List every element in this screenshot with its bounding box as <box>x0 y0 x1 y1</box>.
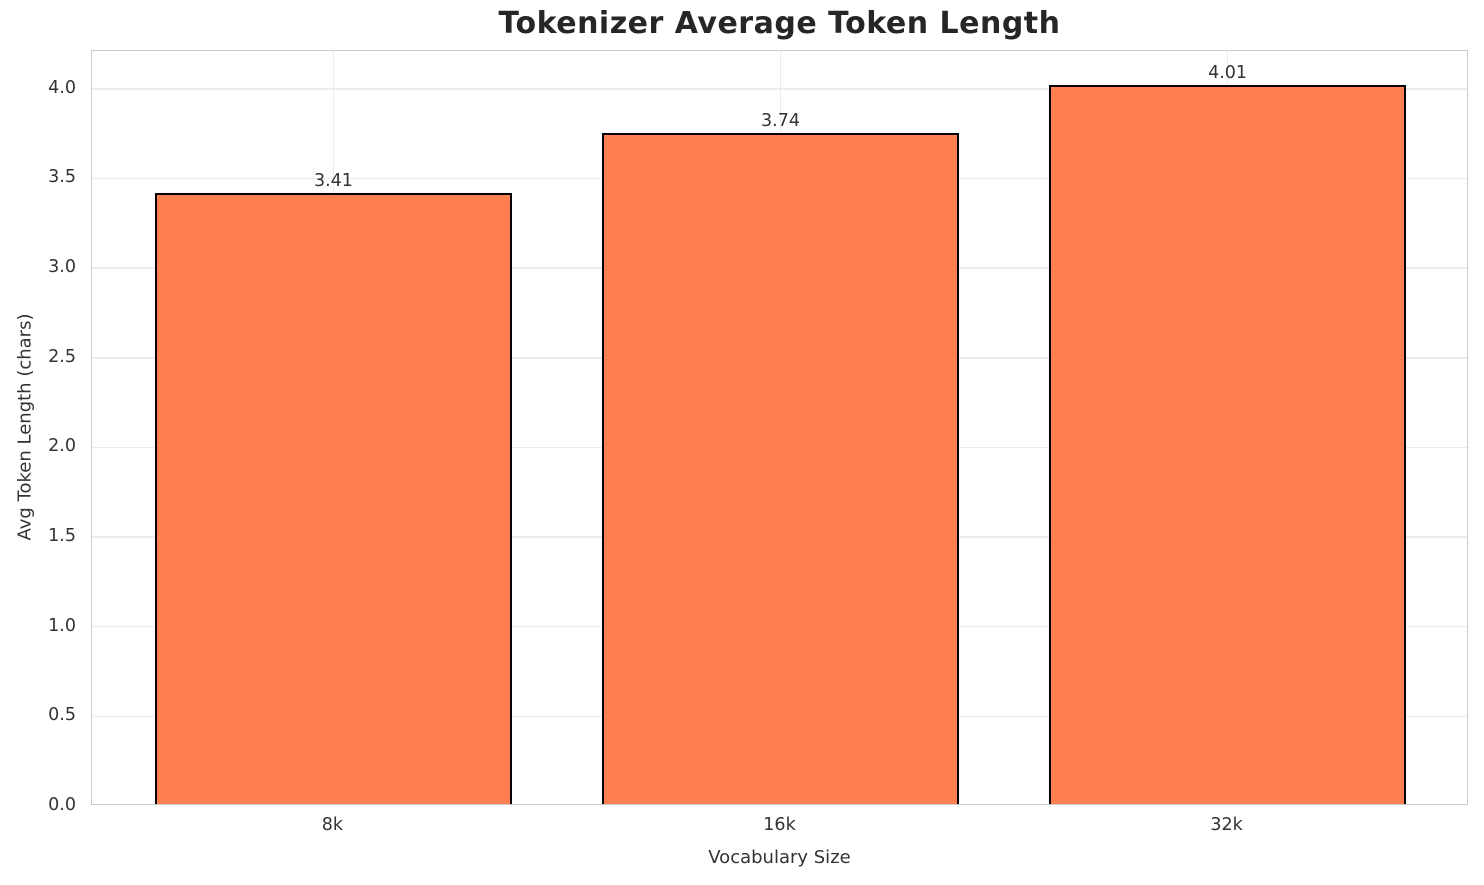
x-tick-label: 8k <box>321 815 344 835</box>
h-gridline <box>92 87 1467 90</box>
y-tick-label: 3.5 <box>48 167 76 188</box>
bar-16k <box>601 133 960 804</box>
chart-title: Tokenizer Average Token Length <box>498 6 1061 41</box>
y-tick-label: 0.5 <box>48 705 76 726</box>
bar-value-label: 4.01 <box>1208 62 1248 83</box>
bar-value-label: 3.41 <box>313 170 353 191</box>
bar-value-label: 3.74 <box>761 111 800 132</box>
y-tick-label: 0.0 <box>48 795 76 815</box>
y-tick-label: 2.5 <box>48 346 76 367</box>
bar-8k <box>154 192 513 804</box>
y-tick-label: 4.0 <box>48 77 76 98</box>
x-tick-label: 16k <box>763 815 796 835</box>
bar-32k <box>1048 84 1407 804</box>
y-tick-label: 1.0 <box>48 615 76 636</box>
x-tick-label: 32k <box>1210 815 1243 835</box>
y-tick-label: 3.0 <box>48 257 76 278</box>
plot-area: 3.41 3.74 4.01 <box>91 50 1468 805</box>
y-tick-label: 2.0 <box>48 436 76 457</box>
y-tick-label: 1.5 <box>48 526 76 547</box>
x-axis-label: Vocabulary Size <box>708 847 851 868</box>
